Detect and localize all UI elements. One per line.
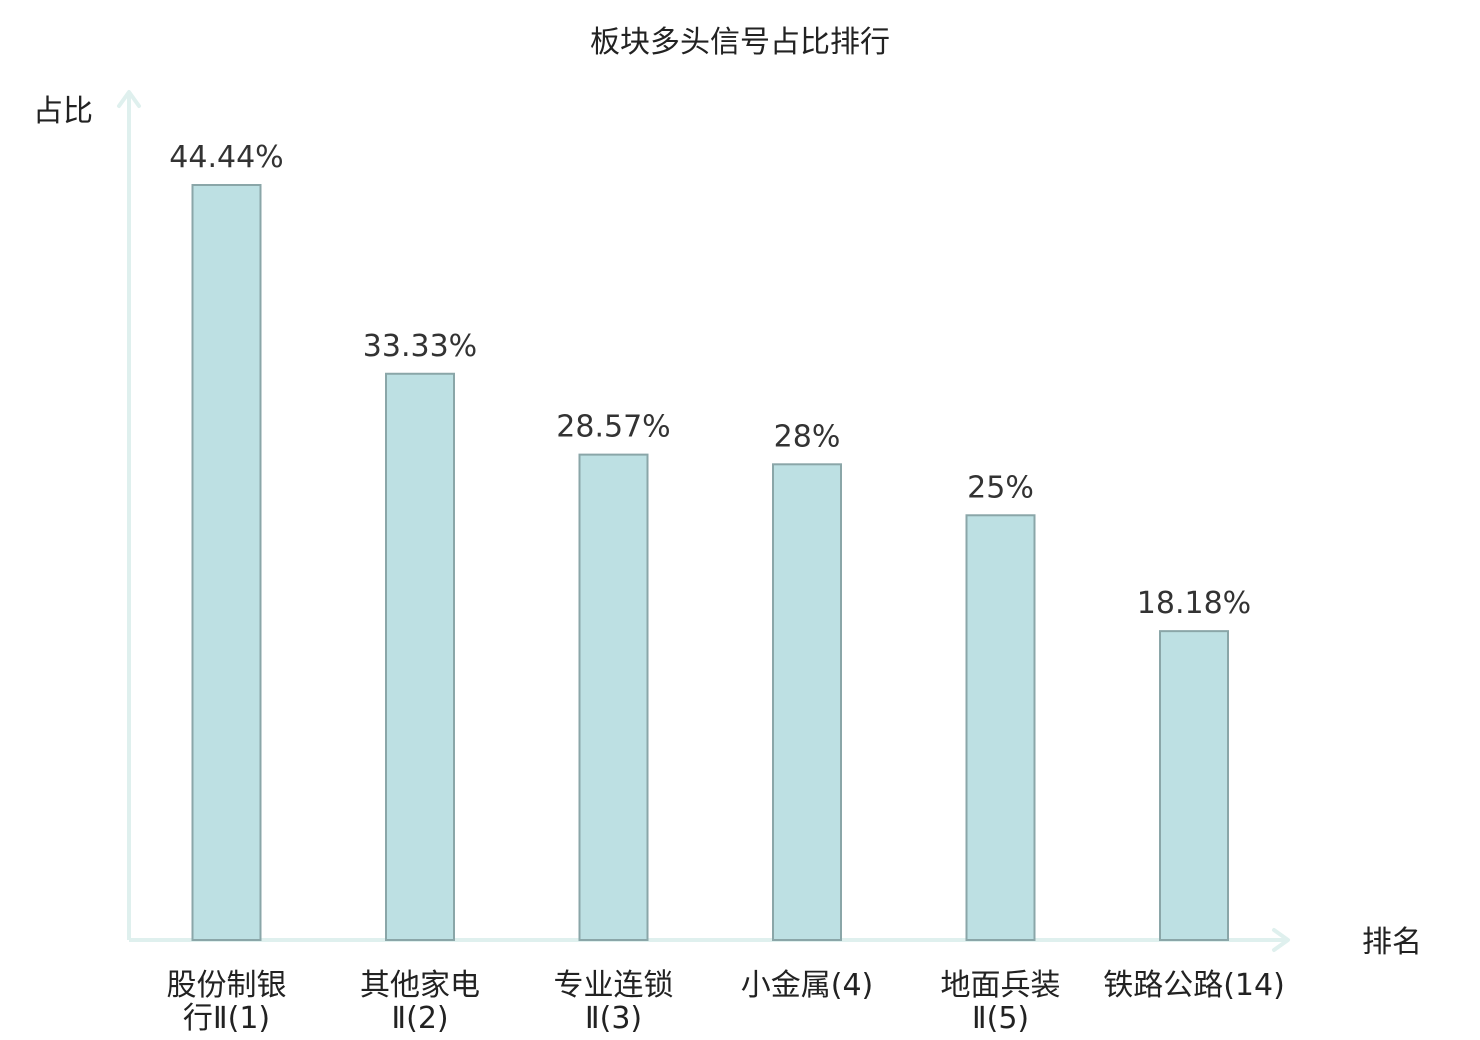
data-label: 33.33% bbox=[363, 329, 477, 364]
data-label: 18.18% bbox=[1137, 586, 1251, 621]
x-tick-label: 专业连锁 bbox=[554, 968, 674, 1003]
axes bbox=[117, 90, 1290, 952]
x-tick-label: 其他家电 bbox=[360, 968, 480, 1003]
data-label: 25% bbox=[967, 470, 1034, 505]
x-tick-label: Ⅱ(5) bbox=[972, 1001, 1029, 1036]
x-tick-label: 铁路公路(14) bbox=[1103, 968, 1285, 1003]
bar bbox=[191, 184, 262, 941]
data-label: 28.57% bbox=[556, 410, 670, 445]
x-tick-label: 小金属(4) bbox=[741, 968, 874, 1003]
x-tick-label: 地面兵装 bbox=[941, 968, 1061, 1003]
x-axis-label: 排名 bbox=[1362, 925, 1422, 960]
bar bbox=[1159, 630, 1229, 941]
x-tick-label: Ⅱ(3) bbox=[585, 1001, 642, 1036]
y-axis-arrow bbox=[117, 90, 141, 108]
chart-title: 板块多头信号占比排行 bbox=[590, 25, 890, 60]
y-axis-label: 占比 bbox=[33, 94, 93, 129]
bars-group bbox=[191, 184, 1229, 941]
bar bbox=[772, 463, 842, 941]
data-label: 28% bbox=[774, 419, 841, 454]
data-label: 44.44% bbox=[169, 140, 283, 175]
x-tick-label: Ⅱ(2) bbox=[391, 1001, 448, 1036]
bar bbox=[578, 453, 649, 941]
value-labels-group: 44.44% 33.33% 28.57% 28% 25% 18.18% bbox=[169, 140, 1251, 621]
x-tick-label: 行Ⅱ(1) bbox=[183, 1001, 270, 1036]
x-tick-label: 股份制银 bbox=[167, 968, 287, 1003]
bar bbox=[385, 372, 455, 941]
bar bbox=[965, 514, 1036, 941]
x-axis-arrow bbox=[1272, 928, 1290, 952]
